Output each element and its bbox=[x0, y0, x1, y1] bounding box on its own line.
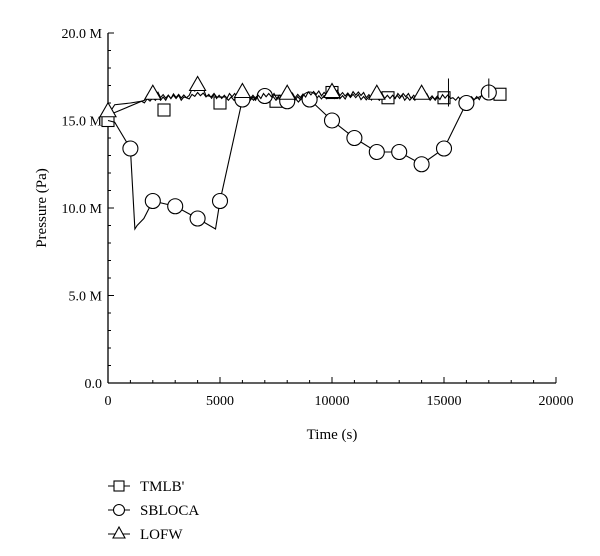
legend-label: SBLOCA bbox=[140, 503, 199, 519]
circle-marker bbox=[435, 140, 453, 157]
square-marker bbox=[213, 96, 227, 110]
circle-marker bbox=[458, 94, 475, 112]
circle-marker bbox=[211, 192, 229, 210]
legend-item-lofw: LOFW bbox=[108, 525, 183, 543]
legend: TMLB' SBLOCA LOFW bbox=[108, 479, 199, 543]
circle-marker bbox=[189, 210, 206, 227]
x-axis-label: Time (s) bbox=[307, 427, 358, 443]
triangle-marker bbox=[188, 75, 207, 92]
y-axis-label: Pressure (Pa) bbox=[34, 168, 50, 248]
square-marker bbox=[157, 103, 171, 117]
y-tick-label: 5.0 M bbox=[69, 290, 103, 305]
x-tick-label: 20000 bbox=[539, 394, 574, 409]
square-icon bbox=[113, 480, 125, 492]
axes: 0 5000 10000 15000 20000 0.0 5.0 M 10.0 M 15.0 M… bbox=[62, 27, 574, 409]
circle-marker bbox=[256, 87, 273, 105]
circle-marker bbox=[144, 192, 161, 210]
x-tick-label: 5000 bbox=[206, 394, 234, 409]
circle-marker bbox=[368, 143, 385, 161]
series-sbloca bbox=[107, 84, 497, 231]
y-tick-label: 10.0 M bbox=[62, 202, 103, 217]
triangle-marker bbox=[323, 82, 341, 99]
circle-marker bbox=[323, 112, 341, 129]
circle-marker bbox=[391, 143, 408, 161]
y-tick-label: 20.0 M bbox=[62, 27, 103, 42]
x-tick-label: 15000 bbox=[427, 394, 462, 409]
circle-marker bbox=[346, 129, 363, 147]
series-line bbox=[107, 84, 454, 115]
triangle-marker bbox=[143, 84, 162, 100]
circle-marker bbox=[122, 140, 139, 157]
y-tick-label: 0.0 bbox=[85, 377, 103, 392]
series-lofw bbox=[99, 75, 454, 118]
triangle-marker bbox=[99, 101, 117, 118]
series-layer bbox=[99, 75, 507, 231]
triangle-marker bbox=[233, 82, 252, 99]
legend-item-sbloca: SBLOCA bbox=[108, 503, 199, 519]
legend-label: TMLB' bbox=[140, 479, 185, 495]
triangle-marker bbox=[367, 84, 386, 100]
series-tmlb bbox=[101, 85, 507, 128]
circle-marker bbox=[167, 198, 184, 215]
circle-marker bbox=[301, 91, 318, 108]
triangle-marker bbox=[412, 84, 431, 100]
circle-icon bbox=[112, 503, 126, 517]
triangle-marker bbox=[278, 84, 297, 100]
x-tick-label: 0 bbox=[105, 394, 112, 409]
triangle-icon bbox=[112, 525, 126, 539]
legend-label: LOFW bbox=[140, 527, 183, 543]
legend-item-tmlb: TMLB' bbox=[108, 479, 185, 495]
x-tick-label: 10000 bbox=[315, 394, 350, 409]
y-tick-label: 15.0 M bbox=[62, 115, 103, 130]
circle-marker bbox=[413, 156, 430, 173]
